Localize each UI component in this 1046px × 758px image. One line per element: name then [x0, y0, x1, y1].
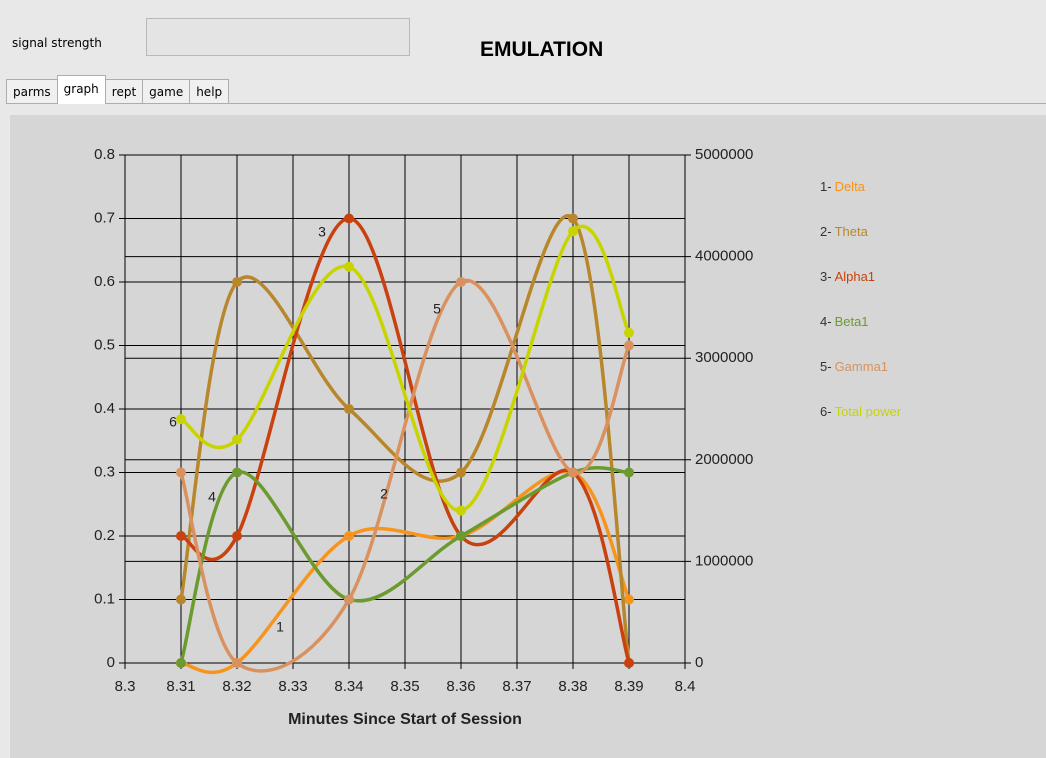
x-tick-label: 8.31	[166, 678, 195, 695]
series-annotation: 2	[380, 486, 388, 502]
data-point	[568, 213, 578, 224]
data-point	[624, 594, 634, 605]
y-tick-label: 0.2	[94, 527, 115, 544]
legend-key: 2-	[820, 224, 832, 239]
tab[interactable]: game	[142, 79, 191, 104]
data-point	[344, 213, 354, 224]
data-point	[456, 531, 466, 541]
data-point	[624, 327, 634, 338]
series-line	[179, 466, 630, 664]
x-tick-label: 8.38	[558, 678, 587, 695]
signal-label: signal strength	[12, 36, 102, 50]
legend-label: Alpha1	[835, 269, 875, 284]
title: EMULATION	[480, 38, 604, 61]
y2-tick-label: 4000000	[695, 248, 753, 265]
x-tick-label: 8.32	[222, 678, 251, 695]
y-tick-label: 0.8	[94, 146, 115, 163]
series-annotation: 3	[318, 224, 326, 240]
legend-key: 5-	[820, 359, 832, 374]
x-tick-label: 8.39	[614, 678, 643, 695]
y-tick-label: 0.4	[94, 400, 115, 417]
y2-tick-label: 0	[695, 654, 703, 671]
data-point	[176, 658, 186, 668]
legend-key: 4-	[820, 314, 832, 329]
legend-key: 3-	[820, 269, 832, 284]
legend-key: 1-	[820, 179, 832, 194]
x-tick-label: 8.33	[278, 678, 307, 695]
data-point	[232, 531, 242, 541]
data-point	[456, 467, 466, 478]
x-tick-label: 8.34	[334, 678, 363, 695]
legend-label: Delta	[835, 179, 866, 194]
legend-entry: 1- Delta	[820, 179, 866, 194]
y-tick-label: 0.7	[94, 209, 115, 226]
legend-entry: 3- Alpha1	[820, 269, 875, 284]
data-point	[232, 434, 242, 445]
y-tick-label: 0.6	[94, 273, 115, 290]
legend-label: Total power	[835, 404, 902, 419]
data-point	[176, 467, 186, 478]
y2-tick-label: 1000000	[695, 552, 753, 569]
x-tick-label: 8.35	[390, 678, 419, 695]
series-annotation: 1	[276, 619, 284, 635]
data-point	[176, 531, 186, 541]
x-axis-label: Minutes Since Start of Session	[288, 711, 522, 728]
legend-entry: 6- Total power	[820, 404, 902, 419]
y2-tick-label: 5000000	[695, 146, 753, 163]
series-annotation: 6	[169, 414, 177, 430]
tab[interactable]: help	[189, 79, 230, 104]
data-point	[624, 467, 634, 478]
legend-entry: 4- Beta1	[820, 314, 869, 329]
legend-entry: 5- Gamma1	[820, 359, 888, 374]
data-point	[344, 594, 354, 605]
data-point	[568, 467, 578, 478]
data-point	[344, 261, 354, 272]
y-tick-label: 0.3	[94, 463, 115, 480]
data-point	[456, 505, 466, 516]
data-point	[232, 658, 242, 668]
legend-label: Gamma1	[835, 359, 888, 374]
data-point	[568, 226, 578, 237]
y-tick-label: 0.5	[94, 336, 115, 353]
tab[interactable]: graph	[56, 75, 106, 104]
data-point	[344, 531, 354, 541]
legend-label: Beta1	[835, 314, 869, 329]
series-line	[179, 214, 631, 664]
y2-tick-label: 2000000	[695, 451, 753, 468]
legend-key: 6-	[820, 404, 832, 419]
signal-strength-field	[146, 18, 410, 56]
y-tick-label: 0	[107, 654, 115, 671]
series-annotation: 4	[208, 489, 216, 505]
tab-bar: parms graph rept game help	[6, 75, 230, 104]
y-tick-label: 0.1	[94, 590, 115, 607]
x-tick-label: 8.36	[446, 678, 475, 695]
legend-entry: 2- Theta	[820, 224, 869, 239]
x-tick-label: 8.4	[675, 678, 696, 695]
x-tick-label: 8.37	[502, 678, 531, 695]
data-point	[176, 414, 186, 425]
data-point	[232, 277, 242, 287]
tab-border	[6, 103, 1046, 104]
data-point	[176, 594, 186, 605]
data-point	[624, 340, 634, 351]
data-point	[624, 658, 634, 668]
y2-tick-label: 3000000	[695, 349, 753, 366]
legend-label: Theta	[835, 224, 869, 239]
x-tick-label: 8.3	[115, 678, 136, 695]
data-point	[456, 277, 466, 287]
data-point	[344, 404, 354, 414]
data-point	[232, 467, 242, 478]
series-annotation: 5	[433, 301, 441, 317]
